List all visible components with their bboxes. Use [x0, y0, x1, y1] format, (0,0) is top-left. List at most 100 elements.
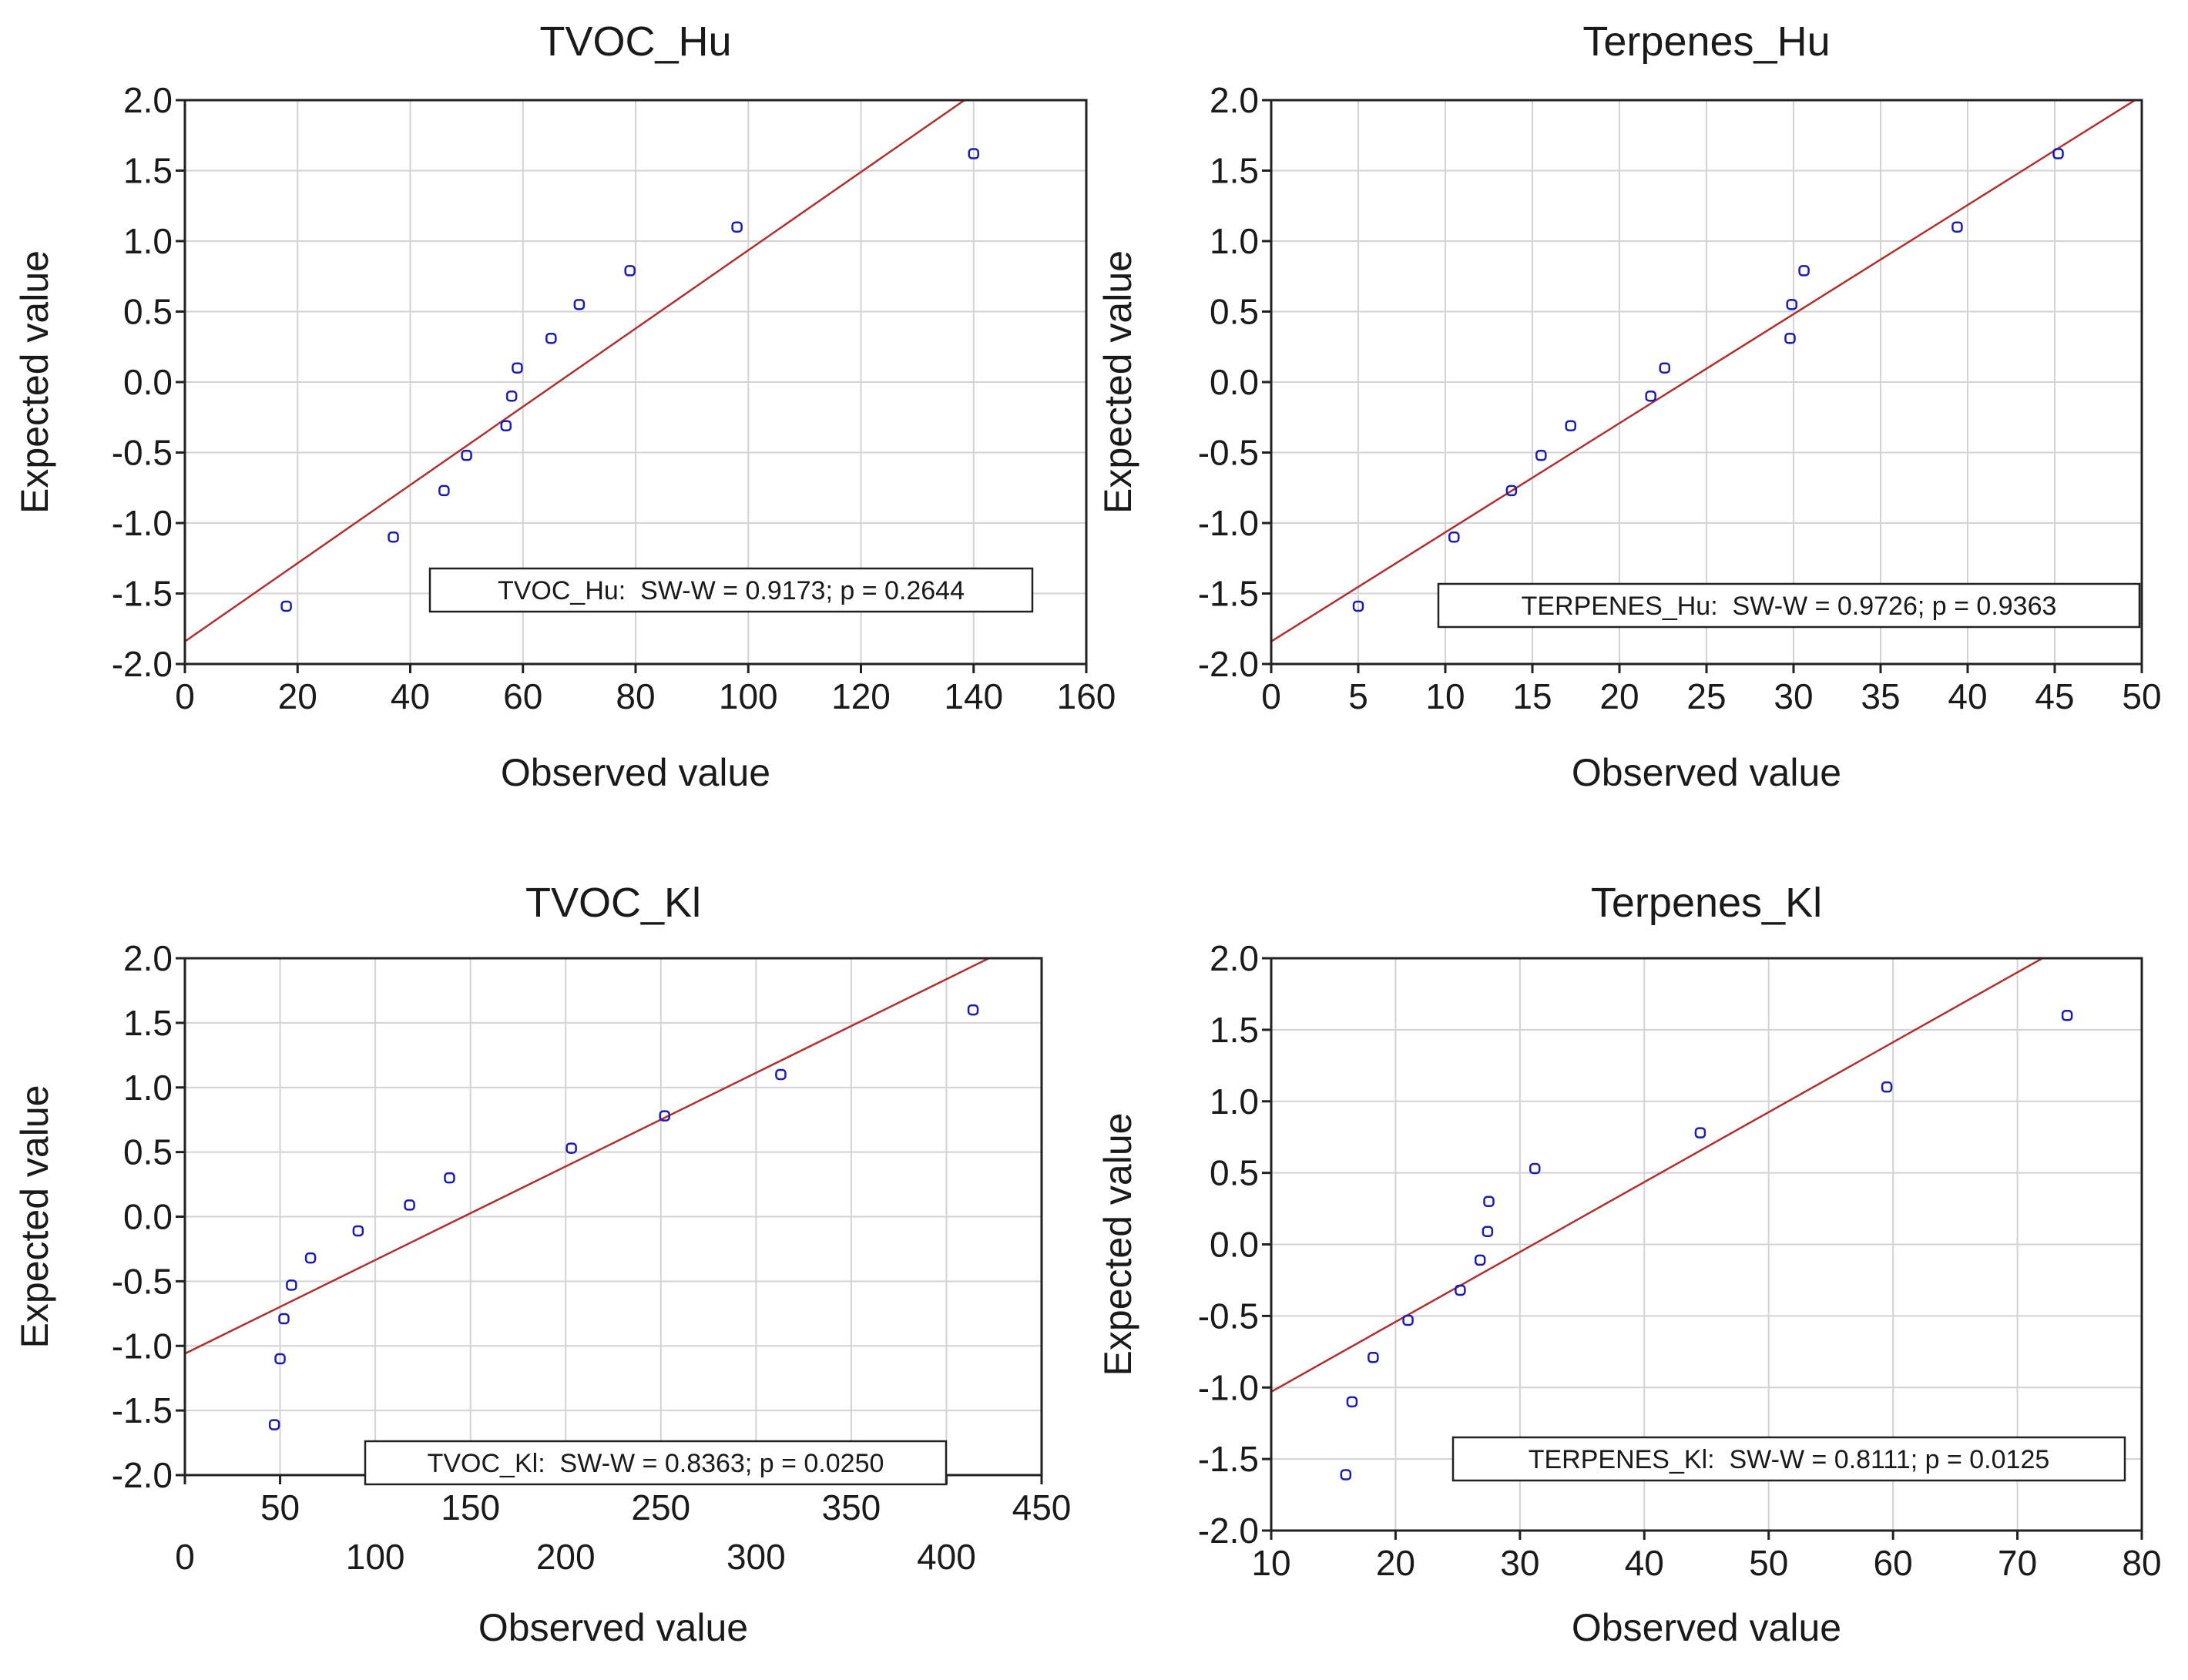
x-tick-label: 100 — [719, 676, 778, 716]
y-tick-label: 0.0 — [123, 362, 173, 402]
data-point — [1455, 1284, 1466, 1296]
data-point — [565, 1142, 577, 1154]
x-tick-label: 60 — [1874, 1543, 1913, 1583]
data-point — [1535, 449, 1547, 461]
y-tick-label: 1.5 — [123, 1003, 173, 1043]
data-point — [278, 1313, 290, 1325]
y-tick-label: 1.5 — [1210, 1010, 1259, 1050]
chart-title: Terpenes_Hu — [1582, 18, 1830, 65]
x-tick-label: 100 — [346, 1537, 405, 1577]
data-point — [1529, 1162, 1541, 1175]
y-tick-label: 0.5 — [1210, 292, 1259, 332]
y-tick-label: -1.5 — [1198, 1439, 1259, 1479]
x-tick-label: 15 — [1512, 676, 1552, 716]
x-tick-label: 80 — [2122, 1543, 2161, 1583]
data-point — [1474, 1254, 1486, 1266]
data-point — [1645, 391, 1656, 402]
chart-title: TVOC_Kl — [525, 880, 701, 926]
plot-panel-4: 10 20 30 40 50 60 70 80 -2.0 -1.5 -1.0 -0.5 0.0 0.5 1.… — [1096, 880, 2162, 1649]
data-point — [1368, 1351, 1379, 1363]
y-tick-label: 0.0 — [1210, 1225, 1259, 1265]
x-tick-label: 350 — [822, 1487, 881, 1527]
x-tick-label: 450 — [1012, 1487, 1072, 1527]
data-point — [268, 1419, 280, 1430]
data-point — [274, 1353, 286, 1365]
data-point — [1565, 420, 1576, 431]
data-point — [1786, 299, 1797, 310]
data-point — [731, 221, 743, 233]
y-tick-label: -2.0 — [1198, 1511, 1259, 1551]
x-tick-label: 60 — [503, 676, 542, 716]
x-tick-label: 250 — [631, 1487, 690, 1527]
x-tick-label: 10 — [1251, 1543, 1290, 1583]
y-axis-label: Expected value — [13, 250, 56, 514]
data-point — [1881, 1081, 1893, 1093]
y-tick-label: -1.5 — [112, 574, 173, 614]
x-tick-label: 0 — [175, 676, 195, 716]
data-point — [404, 1199, 415, 1211]
data-point — [352, 1225, 364, 1237]
y-tick-label: -1.0 — [1198, 503, 1259, 543]
reference-line — [1271, 958, 2045, 1393]
y-axis-label: Expected value — [1096, 1113, 1139, 1377]
data-point — [280, 600, 292, 612]
y-tick-label: 1.0 — [1210, 1081, 1259, 1122]
y-tick-label: -1.0 — [112, 1326, 173, 1366]
y-tick-label: 2.0 — [123, 80, 173, 120]
data-point — [573, 299, 586, 310]
data-point — [304, 1252, 317, 1264]
y-tick-label: 2.0 — [123, 938, 173, 978]
x-tick-label: 40 — [1948, 676, 1987, 716]
y-tick-label: 1.0 — [123, 1068, 173, 1108]
shapiro-wilk-stats: TVOC_Hu: SW-W = 0.9173; p = 0.2644 — [498, 576, 965, 605]
data-point — [968, 148, 979, 159]
y-tick-label: 0.5 — [123, 292, 173, 332]
y-tick-label: -1.5 — [112, 1390, 173, 1430]
x-tick-label: 20 — [1599, 676, 1639, 716]
y-axis-label: Expected value — [1096, 250, 1139, 514]
x-tick-label: 40 — [1625, 1543, 1664, 1583]
data-point — [1346, 1396, 1358, 1408]
y-axis-label: Expected value — [13, 1085, 56, 1349]
y-tick-label: -1.5 — [1198, 574, 1259, 614]
x-axis-label: Observed value — [1572, 1606, 1841, 1649]
reference-line — [185, 100, 967, 642]
reference-line — [1271, 100, 2137, 642]
data-point — [388, 531, 399, 543]
x-tick-label: 150 — [441, 1487, 500, 1527]
stats-box — [428, 567, 1034, 613]
x-tick-label: 35 — [1861, 676, 1900, 716]
x-tick-label: 0 — [175, 1537, 195, 1577]
data-point — [1798, 265, 1810, 277]
data-point — [775, 1068, 787, 1081]
data-point — [1951, 221, 1963, 233]
x-tick-label: 10 — [1425, 676, 1465, 716]
x-tick-label: 300 — [727, 1537, 786, 1577]
chart-title: TVOC_Hu — [539, 18, 731, 65]
y-tick-label: -0.5 — [1198, 1296, 1259, 1336]
x-axis-label: Observed value — [1572, 751, 1841, 794]
x-tick-label: 140 — [944, 676, 1003, 716]
stats-box — [1451, 1436, 2126, 1482]
y-tick-label: -2.0 — [1198, 644, 1259, 684]
data-point — [1784, 333, 1796, 344]
x-tick-label: 120 — [831, 676, 891, 716]
x-tick-label: 0 — [1261, 676, 1281, 716]
x-tick-label: 50 — [2122, 676, 2161, 716]
y-tick-label: 0.0 — [123, 1197, 173, 1237]
reference-line — [185, 958, 992, 1355]
x-tick-label: 200 — [536, 1537, 596, 1577]
y-tick-label: 0.5 — [1210, 1153, 1259, 1193]
data-point — [967, 1004, 979, 1016]
data-point — [444, 1172, 455, 1184]
data-point — [505, 391, 518, 402]
y-tick-label: -2.0 — [112, 1455, 173, 1495]
data-point — [286, 1279, 297, 1291]
x-tick-label: 160 — [1057, 676, 1116, 716]
data-point — [500, 420, 512, 431]
data-point — [1505, 485, 1518, 497]
x-tick-label: 50 — [260, 1487, 300, 1527]
y-tick-label: 1.5 — [123, 151, 173, 191]
plot-panel-2: 0 5 10 15 20 25 30 35 40 45 50 -2.0 -1.5 -1.0 -0.5 0.0 0… — [1096, 18, 2162, 794]
